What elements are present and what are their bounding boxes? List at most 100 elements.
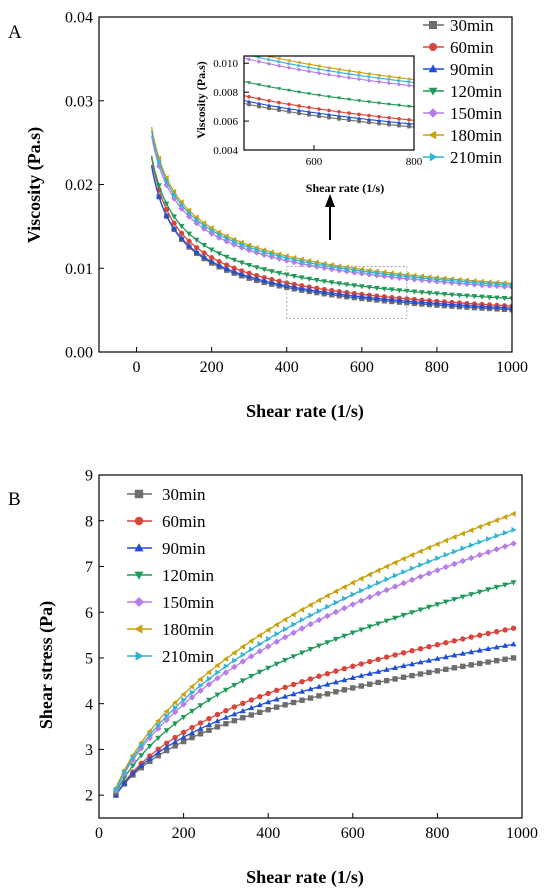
data-point-90min	[464, 302, 470, 308]
data-point-150min	[366, 271, 373, 278]
data-point-150min	[205, 681, 213, 688]
data-point-90min	[268, 279, 275, 285]
data-point-60min	[197, 720, 204, 726]
inset-data-point-60min	[247, 94, 251, 99]
data-point-120min	[171, 214, 177, 220]
inset-data-point-60min	[297, 104, 301, 108]
inset-data-point-120min	[407, 104, 411, 109]
inset-plot-frame	[243, 55, 415, 151]
data-point-180min	[265, 627, 271, 633]
data-point-210min	[299, 616, 306, 623]
inset-data-point-90min	[257, 101, 261, 105]
data-point-90min	[313, 288, 320, 294]
data-point-150min	[341, 605, 348, 612]
data-point-90min	[197, 725, 204, 731]
data-point-90min	[501, 304, 508, 310]
data-point-60min	[223, 707, 229, 714]
data-point-90min	[239, 707, 246, 714]
data-point-150min	[408, 576, 416, 584]
inset-data-point-90min	[287, 106, 291, 111]
data-point-90min	[298, 285, 305, 291]
data-point-210min	[409, 565, 416, 572]
data-point-30min	[231, 717, 238, 724]
data-point-30min	[409, 672, 415, 679]
data-point-120min	[256, 669, 263, 676]
inset-data-point-180min	[386, 74, 391, 79]
legend-marker-30min	[134, 489, 144, 499]
data-point-210min	[157, 158, 163, 165]
panel-b-y-tick-label: 6	[85, 605, 93, 622]
inset-data-point-60min	[397, 117, 401, 121]
legend-marker-90min	[134, 543, 144, 552]
data-point-120min	[298, 275, 305, 281]
data-point-210min	[449, 277, 455, 284]
data-point-150min	[188, 694, 196, 701]
data-point-180min	[163, 708, 169, 715]
data-point-180min	[273, 621, 279, 628]
data-point-30min	[172, 743, 178, 749]
data-point-120min	[163, 201, 170, 207]
data-point-210min	[254, 247, 260, 253]
data-point-150min	[332, 608, 340, 616]
panel-b-x-axis-title: Shear rate (1/s)	[246, 867, 364, 888]
data-point-150min	[411, 276, 418, 283]
data-point-30min	[290, 699, 297, 706]
data-point-180min	[434, 541, 440, 548]
data-point-90min	[328, 290, 335, 296]
inset-data-point-60min	[367, 113, 371, 118]
data-point-60min	[246, 270, 252, 276]
data-point-60min	[276, 278, 282, 284]
panel-b-y-axis-title: Shear stress (Pa)	[36, 601, 57, 729]
data-point-180min	[171, 188, 177, 195]
inset-data-point-180min	[366, 71, 371, 76]
data-point-90min	[485, 645, 492, 651]
data-point-90min	[479, 303, 485, 309]
data-point-30min	[206, 727, 212, 733]
panel-b-y-tick-label: 4	[85, 696, 93, 713]
inset-data-point-210min	[387, 77, 392, 82]
data-point-210min	[274, 631, 280, 637]
data-point-30min	[426, 669, 432, 676]
data-point-150min	[366, 593, 373, 601]
data-point-60min	[265, 690, 271, 697]
data-point-180min	[205, 669, 212, 676]
inset-data-point-60min	[317, 107, 321, 111]
data-point-210min	[442, 277, 448, 283]
data-point-210min	[511, 526, 517, 533]
data-point-60min	[341, 665, 348, 672]
data-point-210min	[359, 268, 365, 275]
data-point-90min	[261, 277, 268, 283]
data-point-90min	[434, 300, 440, 306]
data-point-210min	[130, 755, 136, 761]
data-point-90min	[214, 718, 221, 724]
data-point-210min	[426, 558, 432, 565]
data-point-210min	[277, 253, 283, 260]
inset-data-point-180min	[326, 65, 331, 70]
data-point-210min	[479, 280, 485, 286]
inset-data-point-180min	[406, 77, 411, 81]
data-point-210min	[269, 251, 275, 258]
data-point-210min	[443, 551, 449, 558]
legend-label-90min: 90min	[450, 60, 494, 79]
data-point-210min	[164, 713, 170, 720]
legend-label-150min: 150min	[162, 593, 214, 612]
legend-marker-180min	[134, 624, 143, 634]
data-point-120min	[163, 728, 170, 734]
legend-label-210min: 210min	[450, 148, 502, 167]
legend-marker-90min	[428, 64, 438, 73]
inset-data-point-150min	[246, 57, 252, 62]
data-point-210min	[418, 562, 424, 568]
data-point-150min	[138, 745, 145, 752]
data-point-30min	[265, 707, 271, 713]
data-point-120min	[501, 296, 508, 302]
data-point-90min	[449, 301, 455, 307]
data-point-150min	[307, 620, 314, 628]
data-point-180min	[197, 676, 203, 683]
inset-data-point-30min	[397, 123, 401, 128]
data-point-120min	[486, 295, 493, 301]
data-point-30min	[367, 681, 373, 687]
data-point-60min	[485, 630, 491, 637]
data-point-120min	[291, 274, 298, 280]
data-point-210min	[452, 548, 458, 555]
data-point-210min	[224, 235, 230, 242]
